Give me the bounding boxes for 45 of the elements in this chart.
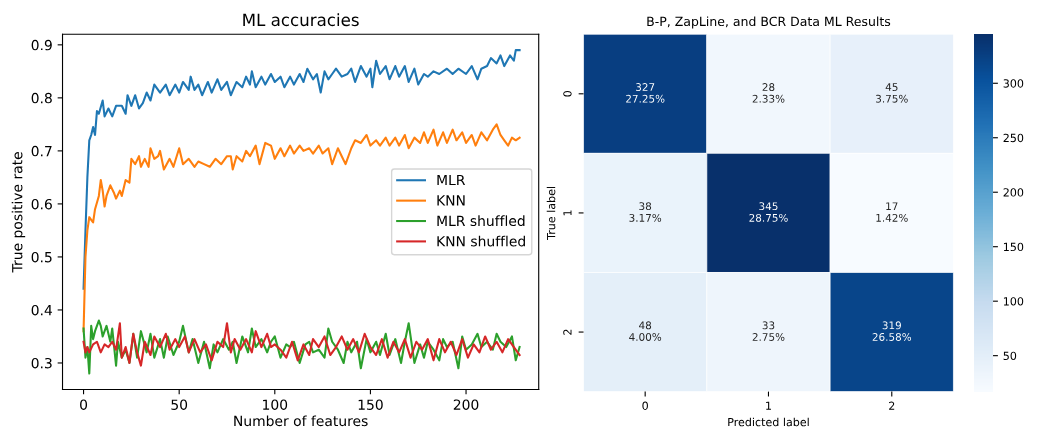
- y-tick-label: 0: [563, 91, 572, 97]
- x-tick-label: 1: [766, 401, 771, 410]
- legend-label: KNN shuffled: [437, 235, 525, 247]
- chart-title: B-P, ZapLine, and BCR Data ML Results: [647, 16, 891, 29]
- x-tick-label: 0: [80, 399, 88, 410]
- y-tick-label: 0.3: [31, 357, 52, 369]
- x-tick-label: 2: [889, 401, 895, 410]
- x-tick-label: 200: [453, 399, 479, 410]
- data-label: 17 1.42%: [876, 202, 908, 222]
- line-series: [82, 322, 521, 367]
- color-bar-label: 200: [1003, 188, 1024, 197]
- x-tick-label: 50: [171, 399, 188, 410]
- x-axis-title: Number of features: [234, 415, 368, 427]
- legend-label: MLR shuffled: [437, 215, 525, 227]
- y-tick-label: 0.7: [31, 145, 52, 157]
- data-label: 327 27.25%: [626, 83, 665, 103]
- chart-title: ML accuracies: [243, 13, 359, 27]
- y-tick-label: 0.4: [31, 304, 53, 316]
- legend-label: MLR: [437, 174, 466, 186]
- y-tick-label: 0.5: [31, 251, 52, 263]
- color-bar-label: 250: [1003, 133, 1024, 143]
- x-tick-label: 0: [642, 401, 648, 410]
- data-label: 345 28.75%: [749, 202, 788, 222]
- y-tick-label: 0.8: [31, 92, 52, 104]
- y-axis-title: True label: [546, 186, 556, 240]
- color-bar-label: 50: [1003, 351, 1017, 361]
- y-tick-label: 2: [563, 329, 572, 335]
- color-bar-label: 100: [1003, 297, 1024, 306]
- color-bar-label: 150: [1003, 242, 1024, 252]
- data-label: 33 2.75%: [752, 321, 785, 341]
- color-bar-label: 300: [1003, 79, 1024, 88]
- legend-label: KNN: [437, 195, 465, 206]
- y-axis-title: True positive rate: [11, 152, 26, 273]
- data-label: 38 3.17%: [629, 202, 662, 222]
- data-label: 48 4.00%: [629, 321, 662, 341]
- x-axis-title: Predicted label: [728, 417, 809, 427]
- x-tick-label: 100: [263, 399, 288, 410]
- y-tick-label: 1: [563, 210, 572, 216]
- data-label: 28 2.33%: [752, 83, 785, 103]
- line-series: [82, 319, 521, 375]
- y-tick-label: 0.9: [31, 39, 52, 51]
- data-label: 319 26.58%: [872, 321, 912, 341]
- x-tick-label: 150: [358, 399, 383, 410]
- data-label: 45 3.75%: [876, 83, 908, 103]
- y-tick-label: 0.6: [31, 198, 52, 210]
